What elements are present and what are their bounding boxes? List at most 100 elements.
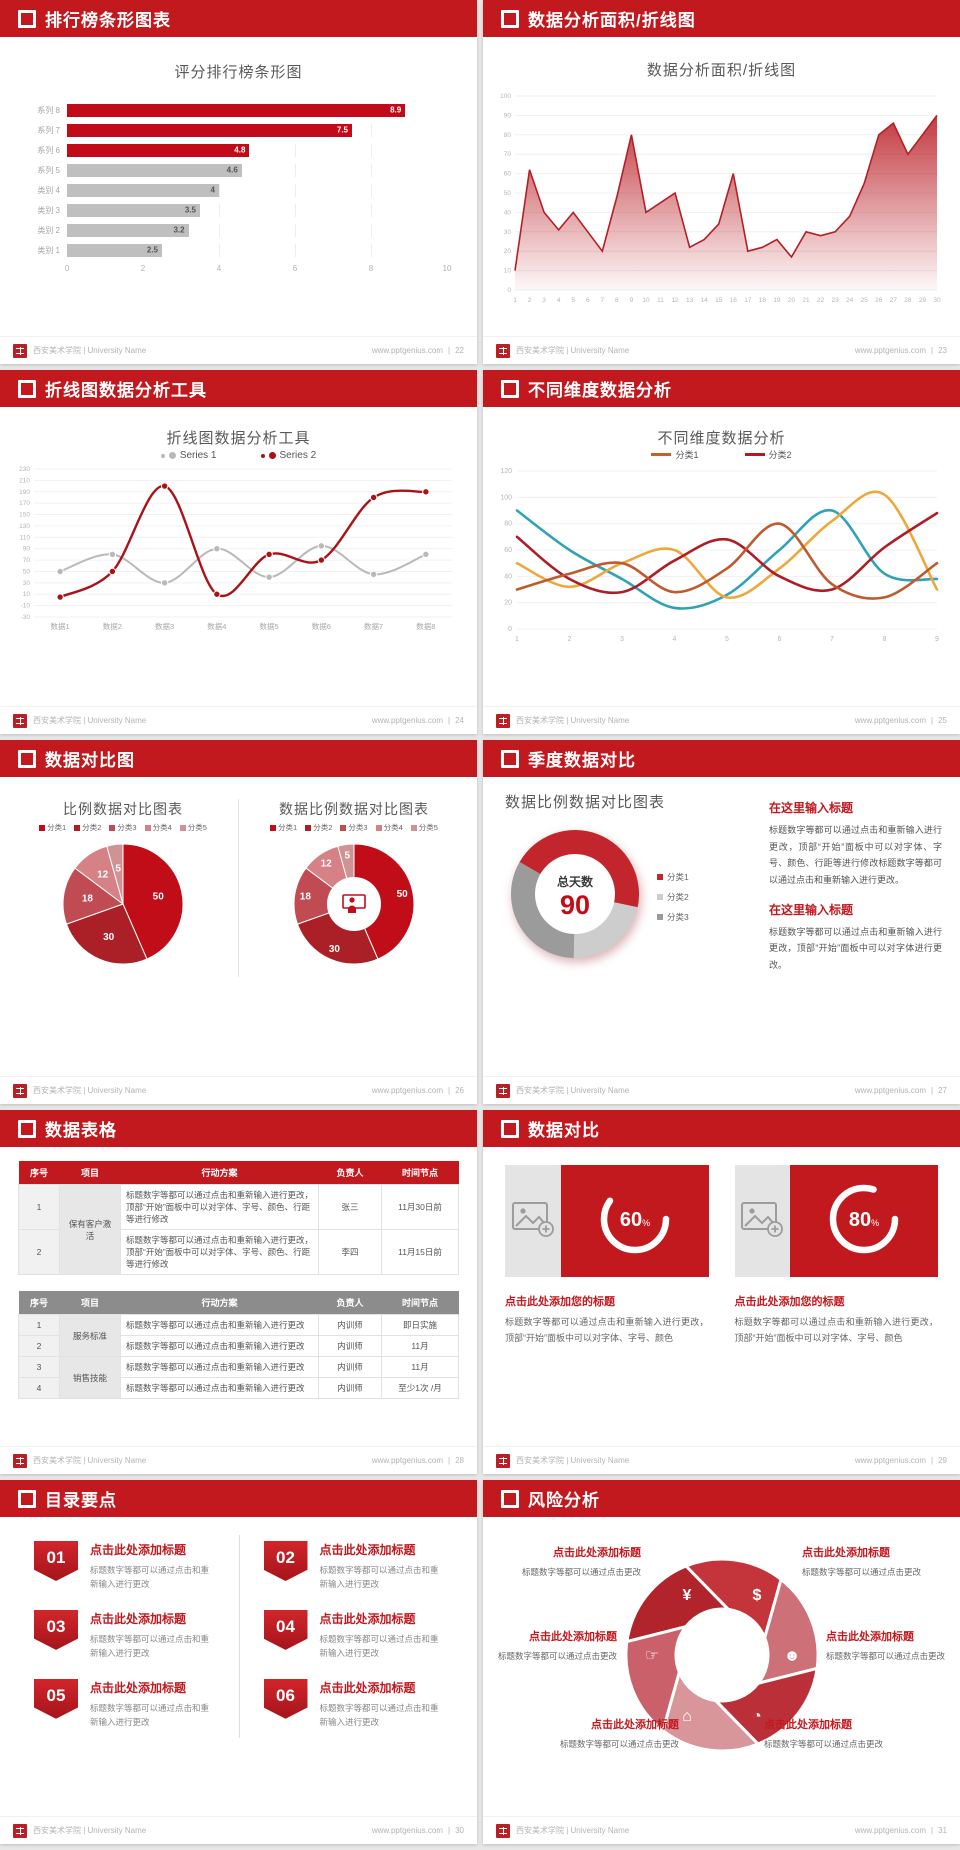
legend-swatch-icon: [340, 824, 347, 831]
risk-body: 标题数字等都可以通过点击更改: [802, 1566, 922, 1577]
toc-item-body: 标题数字等都可以通过点击和重新输入进行更改: [90, 1633, 210, 1659]
legend-item: 分类2: [74, 822, 101, 833]
bar: 8.9: [67, 103, 406, 117]
table-header-cell: 序号: [18, 1291, 60, 1315]
slide-body: 60% 点击此处添加您的标题 标题数字等都可以通过点击和重新输入进行更改，顶部“…: [483, 1147, 960, 1446]
logo-seal-icon: [13, 1823, 27, 1838]
table-cell: 2: [18, 1335, 60, 1357]
footer-site: www.pptgenius.com: [854, 1456, 927, 1465]
slide-risk-analysis[interactable]: 风险分析 ¥ $ ☻ ◔ ⌂ ☞ 点击此处添加标题 标题数字等都可以通过点击更改 点击此处添加…: [483, 1480, 960, 1844]
svg-text:30: 30: [933, 297, 941, 304]
bar-category-label: 类别 3: [37, 205, 60, 215]
legend-swatch-icon: [657, 913, 663, 920]
slide-header: 不同维度数据分析: [483, 370, 960, 407]
svg-text:18: 18: [300, 892, 312, 903]
slide-body: 数据分析面积/折线图 0 10 20 30 40 50 60 70 80 90 100 1 2 3 4 5 6 7…: [483, 37, 960, 336]
legend-item: 分类4: [144, 822, 172, 833]
page-number: 28: [455, 1456, 464, 1465]
svg-text:50: 50: [397, 889, 409, 900]
pie-chart: 50 30 18 12 5: [55, 836, 191, 977]
table-cell: 内训师: [318, 1314, 382, 1336]
bar-row: 类别 4 4: [26, 180, 447, 200]
svg-text:110: 110: [20, 534, 31, 541]
toc-item-body: 标题数字等都可以通过点击和重新输入进行更改: [319, 1702, 439, 1728]
page-number: 26: [455, 1086, 464, 1095]
footer-site: www.pptgenius.com: [371, 1456, 444, 1465]
money-bag-icon: ¥: [683, 1587, 692, 1604]
page-number: 25: [938, 716, 947, 725]
toc-item[interactable]: 02 点击此处添加标题 标题数字等都可以通过点击和重新输入进行更改: [263, 1541, 444, 1592]
bar-value-label: 4: [210, 185, 215, 195]
slide-toc-points[interactable]: 目录要点 01 点击此处添加标题 标题数字等都可以通过点击和重新输入进行更改 02 点击…: [0, 1480, 477, 1844]
block-heading: 在这里输入标题: [769, 801, 854, 815]
days-donut-chart: 总天数 90: [501, 820, 649, 973]
slide-header: 数据对比图: [0, 740, 477, 777]
slide-header: 折线图数据分析工具: [0, 370, 477, 407]
legend-item: 分类1: [657, 871, 689, 883]
table-row: 2 标题数字等都可以通过点击和重新输入进行更改，顶部“开始”面板中可以对字体、字号…: [18, 1229, 459, 1275]
slide-header: 排行榜条形图表: [0, 0, 477, 37]
slide-body: 不同维度数据分析 分类1 分类2 0 20 40 60 80 100 120 1 2 3 4 5 6 7 8…: [483, 407, 960, 706]
svg-text:5: 5: [571, 297, 575, 304]
bar-row: 系列 6 4.8: [26, 140, 447, 160]
svg-text:210: 210: [19, 477, 30, 484]
svg-text:20: 20: [788, 297, 796, 304]
svg-text:40: 40: [504, 573, 512, 580]
legend-swatch-icon: [657, 873, 663, 880]
table-cell: 李四: [318, 1229, 382, 1275]
logo-seal-icon: [13, 713, 27, 728]
logo-seal-icon: [496, 1823, 510, 1838]
slide-body: ¥ $ ☻ ◔ ⌂ ☞ 点击此处添加标题 标题数字等都可以通过点击更改 点击此处添加标题 标题数…: [483, 1517, 960, 1816]
slide-line-tool-chart[interactable]: 折线图数据分析工具 折线图数据分析工具 Series 1 Series 2 23…: [0, 370, 477, 734]
slide-body: 折线图数据分析工具 Series 1 Series 2 230 210 190 170…: [0, 407, 477, 706]
toc-item[interactable]: 01 点击此处添加标题 标题数字等都可以通过点击和重新输入进行更改: [34, 1541, 214, 1592]
svg-text:-30: -30: [21, 614, 31, 621]
toc-item[interactable]: 03 点击此处添加标题 标题数字等都可以通过点击和重新输入进行更改: [34, 1609, 214, 1661]
svg-text:3: 3: [542, 297, 546, 304]
svg-text:7: 7: [600, 297, 604, 304]
chart-title: 评分排行榜条形图: [174, 64, 303, 81]
slide-ranking-bar-chart[interactable]: 排行榜条形图表 评分排行榜条形图 系列 8 8.9 系列 7 7.5 系列 6 4.8 系列…: [0, 0, 477, 364]
svg-text:80: 80: [504, 132, 512, 139]
svg-text:40: 40: [504, 209, 512, 216]
bar-value-label: 3.5: [184, 205, 196, 215]
svg-text:10: 10: [642, 297, 650, 304]
slide-footer: 西安美术学院 | University Name www.pptgenius.c…: [0, 1816, 477, 1844]
card-heading: 点击此处添加您的标题: [505, 1296, 615, 1308]
svg-text:2: 2: [568, 636, 572, 643]
table-cell: 张三: [318, 1184, 382, 1230]
slide-dimension-chart[interactable]: 不同维度数据分析 不同维度数据分析 分类1 分类2 0 20 40 60 80 100 12…: [483, 370, 960, 734]
table-row: 3 销售技能 标题数字等都可以通过点击和重新输入进行更改 内训师 11月: [18, 1356, 459, 1399]
table-header-cell: 行动方案: [120, 1161, 319, 1185]
card-body: 标题数字等都可以通过点击和重新输入进行更改，顶部“开始”面板中可以对字体、字号、…: [505, 1317, 709, 1343]
svg-text:230: 230: [19, 466, 30, 473]
logo-seal-icon: [13, 1453, 27, 1468]
legend-item: 分类1: [270, 822, 297, 833]
slide-data-tables[interactable]: 数据表格 序号 项目 行动方案 负责人 时间节点 1 保有客户激活 标题数字等都可以通过点击和…: [0, 1110, 477, 1474]
slide-data-contrast[interactable]: 数据对比 60% 点击此处添加您的标题 标题数字等都可以通过点击和重新输入进行更…: [483, 1110, 960, 1474]
svg-text:数据4: 数据4: [207, 621, 226, 631]
table-cell: 标题数字等都可以通过点击和重新输入进行更改: [120, 1314, 319, 1336]
slide-pie-comparison[interactable]: 数据对比图 比例数据对比图表 分类1 分类2 分类3 分类4 分类5 50 30 18 12 5…: [0, 740, 477, 1104]
table-cell: 4: [18, 1377, 60, 1399]
table-cell: 1: [18, 1314, 60, 1336]
slide-area-line-chart[interactable]: 数据分析面积/折线图 数据分析面积/折线图 0 10 20 30 40 50 60 70 80 9…: [483, 0, 960, 364]
svg-text:100: 100: [500, 494, 512, 501]
slide-title: 不同维度数据分析: [528, 381, 672, 400]
slide-title: 折线图数据分析工具: [45, 381, 207, 400]
slide-quarterly-comparison[interactable]: 季度数据对比 数据比例数据对比图表 总天数 90 分类1 分类2 分类3 在这里输入标…: [483, 740, 960, 1104]
toc-item[interactable]: 06 点击此处添加标题 标题数字等都可以通过点击和重新输入进行更改: [263, 1678, 444, 1730]
slide-body: 比例数据对比图表 分类1 分类2 分类3 分类4 分类5 50 30 18 12 5 数据比例数…: [0, 777, 477, 1076]
number-badge: 06: [263, 1678, 308, 1719]
bar: 2.5: [67, 243, 162, 257]
toc-item[interactable]: 05 点击此处添加标题 标题数字等都可以通过点击和重新输入进行更改: [34, 1678, 214, 1730]
block-heading: 在这里输入标题: [769, 902, 854, 917]
toc-item[interactable]: 04 点击此处添加标题 标题数字等都可以通过点击和重新输入进行更改: [263, 1609, 444, 1661]
footer-org: 西安美术学院 | University Name: [33, 346, 147, 355]
table-cell: 内训师: [318, 1356, 382, 1378]
bar-track: 3.2: [67, 223, 447, 237]
risk-label-block: 点击此处添加标题 标题数字等都可以通过点击更改: [483, 1629, 617, 1663]
number-badge: 03: [34, 1609, 78, 1650]
x-tick-label: 6: [292, 264, 298, 273]
bar-value-label: 4.8: [234, 145, 246, 155]
